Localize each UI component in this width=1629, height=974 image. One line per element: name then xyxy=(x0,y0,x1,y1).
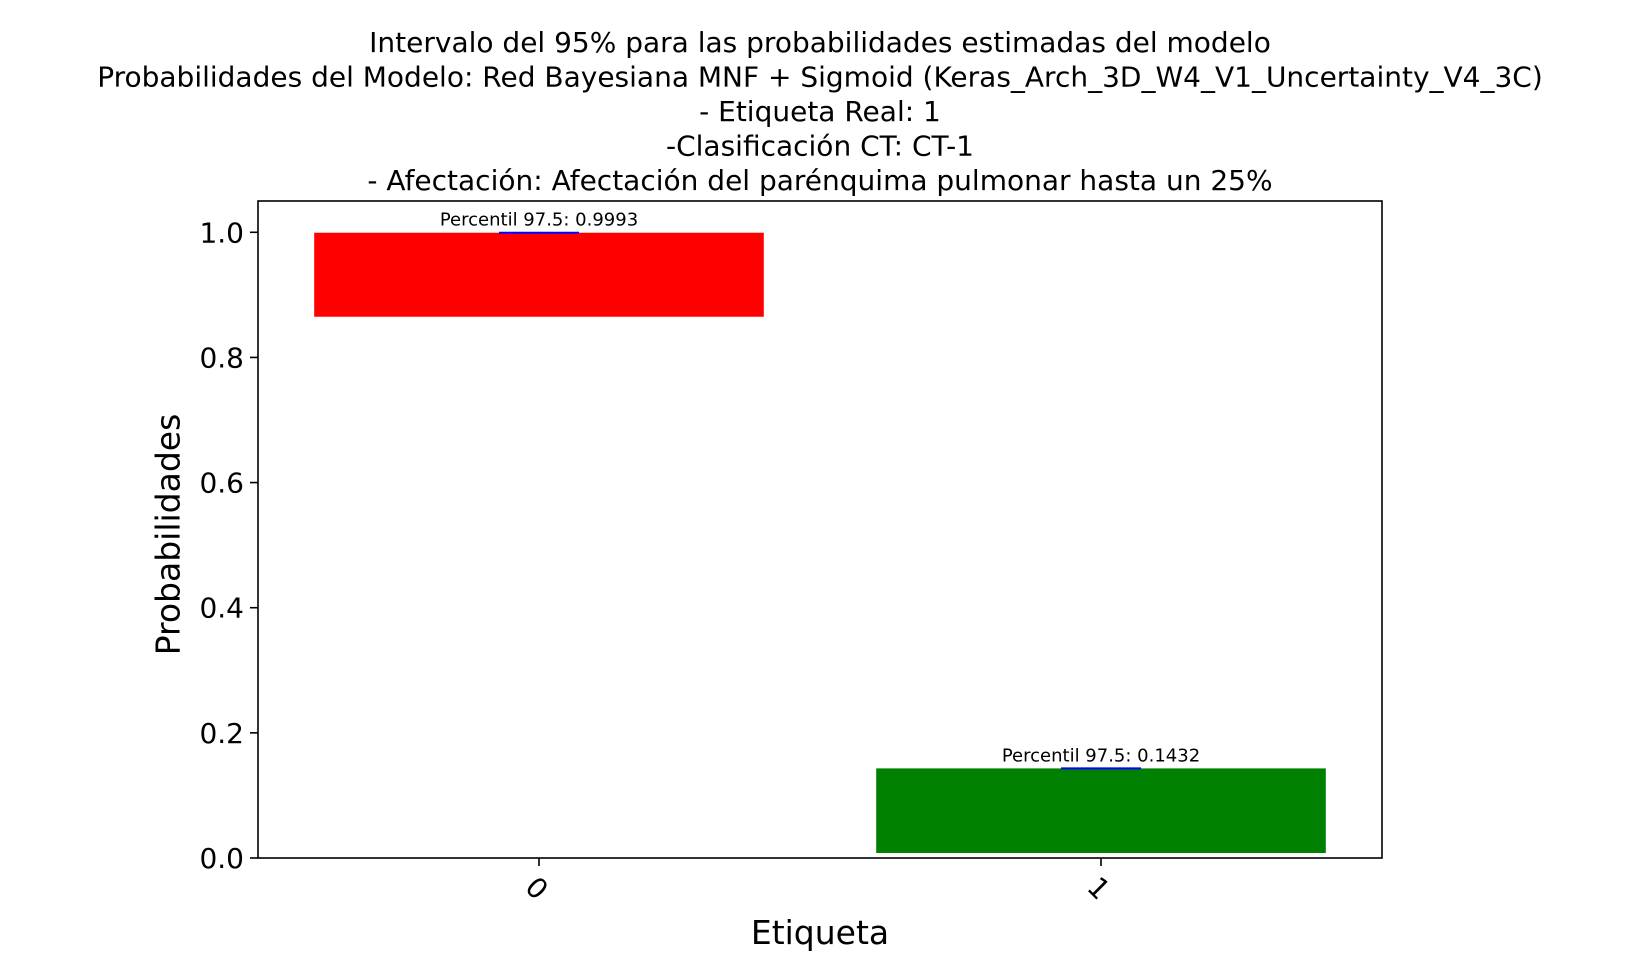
x-tick-label: 1 xyxy=(1081,870,1117,906)
bar-annotation-1: Percentil 97.5: 0.1432 xyxy=(1002,745,1200,766)
y-tick-label: 1.0 xyxy=(199,216,244,249)
title-line-2: Probabilidades del Modelo: Red Bayesiana… xyxy=(97,61,1543,94)
bars: Percentil 97.5: 0.9993 Percentil 97.5: 0.… xyxy=(314,210,1326,853)
y-tick-label: 0.4 xyxy=(199,592,244,625)
y-tick-label: 0.8 xyxy=(199,341,244,374)
title-line-5: - Afectación: Afectación del parénquima … xyxy=(367,164,1272,197)
axes xyxy=(257,200,1383,859)
y-tick-label: 0.0 xyxy=(199,842,244,875)
bar-0 xyxy=(314,232,764,317)
y-tick-label: 0.6 xyxy=(199,467,244,500)
y-tick-label: 0.2 xyxy=(199,717,244,750)
bar-1 xyxy=(876,768,1326,853)
bar-annotation-0: Percentil 97.5: 0.9993 xyxy=(440,210,638,231)
title-line-3: - Etiqueta Real: 1 xyxy=(699,95,941,128)
y-axis-ticks: 0.0 0.2 0.4 0.6 0.8 1.0 xyxy=(199,216,258,875)
chart-title: Intervalo del 95% para las probabilidade… xyxy=(97,26,1543,197)
title-line-4: -Clasificación CT: CT-1 xyxy=(666,130,974,163)
x-tick-label: 0 xyxy=(519,870,555,906)
x-axis-label: Etiqueta xyxy=(751,913,889,952)
y-axis-label: Probabilidades xyxy=(149,414,188,656)
title-line-1: Intervalo del 95% para las probabilidade… xyxy=(369,26,1271,59)
plot-frame xyxy=(257,200,1383,859)
